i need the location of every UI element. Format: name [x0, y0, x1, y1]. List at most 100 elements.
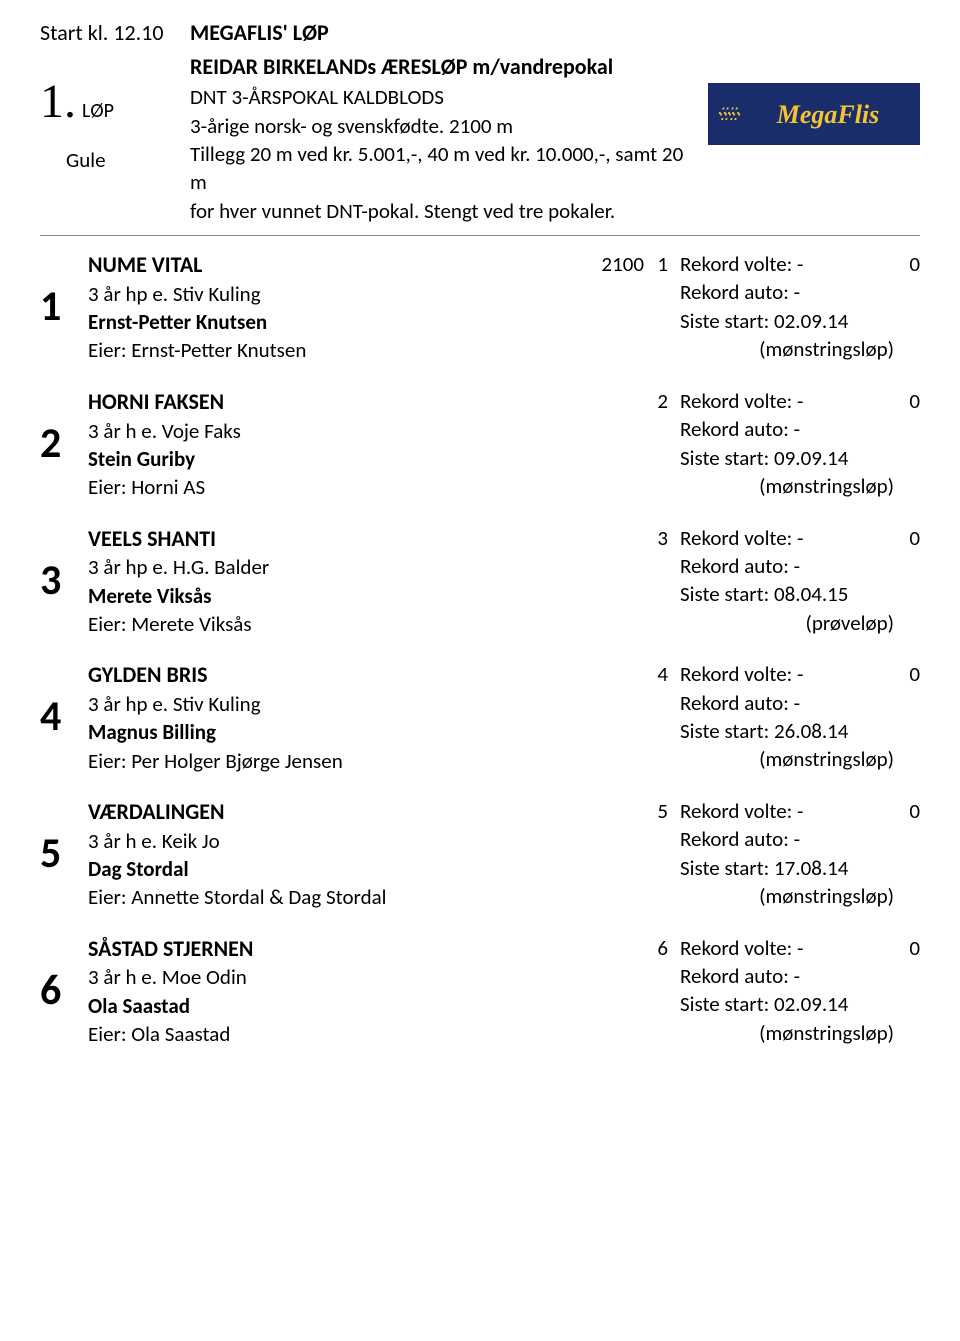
- race-title: MEGAFLIS' LØP: [190, 18, 920, 48]
- points: 0: [896, 387, 920, 415]
- start-pos: 1: [650, 250, 674, 278]
- driver-name: Dag Stordal: [88, 855, 590, 883]
- owner-name: Eier: Ernst-Petter Knutsen: [88, 336, 590, 364]
- entry-number: 3: [40, 524, 88, 639]
- driver-name: Ola Saastad: [88, 992, 590, 1020]
- desc-line-2: 3-årige norsk- og svenskfødte. 2100 m: [190, 112, 696, 140]
- horse-info: VEELS SHANTI 3 år hp e. H.G. Balder Mere…: [88, 524, 590, 639]
- record-volte: Rekord volte: -: [674, 934, 896, 962]
- horse-breed: 3 år hp e. Stiv Kuling: [88, 690, 590, 718]
- desc-lines: DNT 3-ÅRSPOKAL KALDBLODS 3-årige norsk- …: [190, 83, 696, 225]
- sponsor-name: MegaFlis: [777, 97, 880, 132]
- owner-name: Eier: Per Holger Bjørge Jensen: [88, 747, 590, 775]
- start-time: Start kl. 12.10: [40, 18, 190, 48]
- entry-row: 2 HORNI FAKSEN 3 år h e. Voje Faks Stein…: [40, 387, 920, 502]
- stats-col: 6 Rekord volte: - 0 Rekord auto: - Siste…: [590, 934, 920, 1049]
- record-volte: Rekord volte: -: [674, 524, 896, 552]
- points: 0: [896, 250, 920, 278]
- entry-number: 1: [40, 250, 88, 365]
- driver-name: Ernst-Petter Knutsen: [88, 308, 590, 336]
- race-subtitle: REIDAR BIRKELANDs ÆRESLØP m/vandrepokal: [190, 52, 920, 82]
- race-note: (mønstringsløp): [680, 335, 920, 363]
- entry-row: 1 NUME VITAL 3 år hp e. Stiv Kuling Erns…: [40, 250, 920, 365]
- race-note: (mønstringsløp): [680, 745, 920, 773]
- entries-list: 1 NUME VITAL 3 år hp e. Stiv Kuling Erns…: [40, 250, 920, 1048]
- owner-name: Eier: Merete Viksås: [88, 610, 590, 638]
- owner-name: Eier: Ola Saastad: [88, 1020, 590, 1048]
- color-label: Gule: [66, 146, 190, 174]
- points: 0: [896, 797, 920, 825]
- horse-breed: 3 år h e. Voje Faks: [88, 417, 590, 445]
- header-right: MEGAFLIS' LØP REIDAR BIRKELANDs ÆRESLØP …: [190, 18, 920, 225]
- last-start: Siste start: 09.09.14: [680, 444, 920, 472]
- distance: [590, 387, 650, 415]
- record-volte: Rekord volte: -: [674, 797, 896, 825]
- record-auto: Rekord auto: -: [680, 825, 920, 853]
- record-volte: Rekord volte: -: [674, 387, 896, 415]
- owner-name: Eier: Annette Stordal & Dag Stordal: [88, 883, 590, 911]
- entry-row: 5 VÆRDALINGEN 3 år h e. Keik Jo Dag Stor…: [40, 797, 920, 912]
- driver-name: Stein Guriby: [88, 445, 590, 473]
- points: 0: [896, 524, 920, 552]
- last-start: Siste start: 17.08.14: [680, 854, 920, 882]
- horse-info: SÅSTAD STJERNEN 3 år h e. Moe Odin Ola S…: [88, 934, 590, 1049]
- race-number: 1. LØP: [40, 70, 190, 135]
- entry-row: 4 GYLDEN BRIS 3 år hp e. Stiv Kuling Mag…: [40, 660, 920, 775]
- record-auto: Rekord auto: -: [680, 962, 920, 990]
- horse-breed: 3 år hp e. H.G. Balder: [88, 553, 590, 581]
- race-note: (mønstringsløp): [680, 472, 920, 500]
- stats-col: 2 Rekord volte: - 0 Rekord auto: - Siste…: [590, 387, 920, 502]
- sponsor-logo: ∴∵∴∵∴∵ MegaFlis: [708, 83, 920, 145]
- desc-line-3: Tillegg 20 m ved kr. 5.001,-, 40 m ved k…: [190, 140, 696, 197]
- points: 0: [896, 934, 920, 962]
- stats-col: 3 Rekord volte: - 0 Rekord auto: - Siste…: [590, 524, 920, 639]
- last-start: Siste start: 08.04.15: [680, 580, 920, 608]
- sponsor-dots-icon: ∴∵∴∵∴∵: [718, 108, 738, 120]
- driver-name: Merete Viksås: [88, 582, 590, 610]
- record-volte: Rekord volte: -: [674, 250, 896, 278]
- points: 0: [896, 660, 920, 688]
- distance: [590, 660, 650, 688]
- last-start: Siste start: 26.08.14: [680, 717, 920, 745]
- record-auto: Rekord auto: -: [680, 278, 920, 306]
- stats-col: 5 Rekord volte: - 0 Rekord auto: - Siste…: [590, 797, 920, 912]
- desc-line-1: DNT 3-ÅRSPOKAL KALDBLODS: [190, 83, 696, 111]
- entry-number: 2: [40, 387, 88, 502]
- record-auto: Rekord auto: -: [680, 689, 920, 717]
- entry-row: 6 SÅSTAD STJERNEN 3 år h e. Moe Odin Ola…: [40, 934, 920, 1049]
- race-note: (mønstringsløp): [680, 882, 920, 910]
- distance: [590, 524, 650, 552]
- horse-name: SÅSTAD STJERNEN: [88, 934, 590, 964]
- distance: 2100: [590, 250, 650, 278]
- driver-name: Magnus Billing: [88, 718, 590, 746]
- header-left: Start kl. 12.10 1. LØP Gule: [40, 18, 190, 175]
- horse-breed: 3 år h e. Moe Odin: [88, 963, 590, 991]
- entry-number: 6: [40, 934, 88, 1049]
- horse-breed: 3 år h e. Keik Jo: [88, 827, 590, 855]
- horse-info: VÆRDALINGEN 3 år h e. Keik Jo Dag Storda…: [88, 797, 590, 912]
- record-auto: Rekord auto: -: [680, 415, 920, 443]
- start-pos: 6: [650, 934, 674, 962]
- race-header: Start kl. 12.10 1. LØP Gule MEGAFLIS' LØ…: [40, 18, 920, 225]
- horse-name: VÆRDALINGEN: [88, 797, 590, 827]
- start-pos: 3: [650, 524, 674, 552]
- owner-name: Eier: Horni AS: [88, 473, 590, 501]
- entry-number: 5: [40, 797, 88, 912]
- horse-breed: 3 år hp e. Stiv Kuling: [88, 280, 590, 308]
- stats-col: 2100 1 Rekord volte: - 0 Rekord auto: - …: [590, 250, 920, 365]
- record-auto: Rekord auto: -: [680, 552, 920, 580]
- desc-line-4: for hver vunnet DNT-pokal. Stengt ved tr…: [190, 197, 696, 225]
- horse-info: NUME VITAL 3 år hp e. Stiv Kuling Ernst-…: [88, 250, 590, 365]
- record-volte: Rekord volte: -: [674, 660, 896, 688]
- separator: [40, 235, 920, 236]
- desc-row: DNT 3-ÅRSPOKAL KALDBLODS 3-årige norsk- …: [190, 83, 920, 225]
- race-note: (mønstringsløp): [680, 1019, 920, 1047]
- entry-number: 4: [40, 660, 88, 775]
- lop-label: LØP: [82, 98, 114, 125]
- horse-name: HORNI FAKSEN: [88, 387, 590, 417]
- horse-info: HORNI FAKSEN 3 år h e. Voje Faks Stein G…: [88, 387, 590, 502]
- race-number-value: 1.: [40, 70, 76, 135]
- race-note: (prøveløp): [680, 609, 920, 637]
- distance: [590, 934, 650, 962]
- stats-col: 4 Rekord volte: - 0 Rekord auto: - Siste…: [590, 660, 920, 775]
